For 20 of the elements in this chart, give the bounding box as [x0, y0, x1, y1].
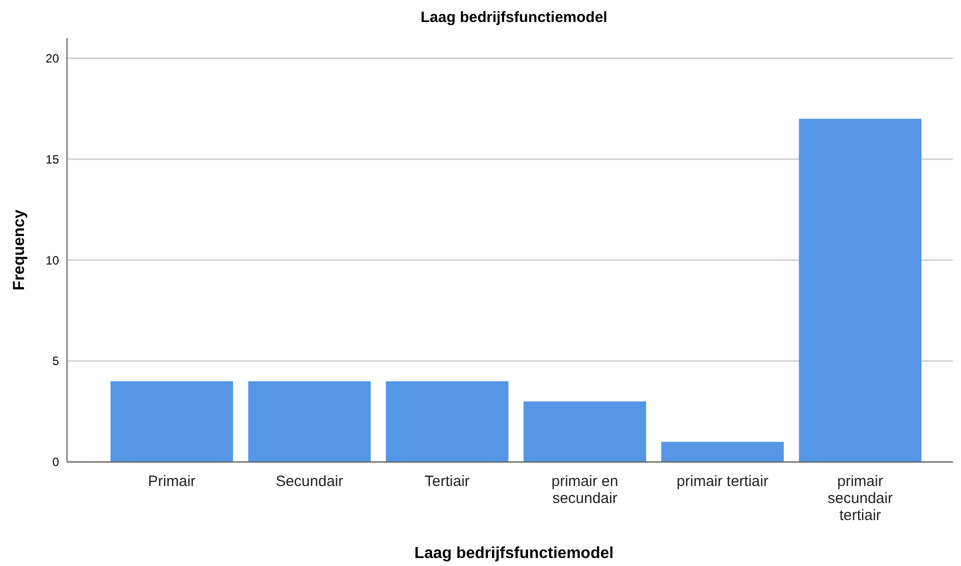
bar	[524, 401, 646, 462]
x-axis-title: Laag bedrijfsfunctiemodel	[414, 545, 614, 562]
bar	[798, 118, 922, 462]
bar	[248, 381, 371, 462]
y-tick-label: 20	[46, 51, 60, 66]
x-tick-label: primair secundair tertiair	[828, 473, 893, 524]
bar	[386, 381, 508, 462]
x-tick-label: Secundair	[276, 473, 344, 490]
bar	[661, 442, 784, 462]
chart-title: Laag bedrijfsfunctiemodel	[420, 9, 608, 26]
x-tick-label: primair tertiair	[676, 473, 768, 490]
x-tick-label: Primair	[148, 473, 196, 490]
y-tick-label: 0	[52, 455, 60, 470]
y-tick-label: 5	[52, 354, 60, 368]
x-tick-label: Tertiair	[424, 473, 470, 490]
x-tick-label: primair en secundair	[551, 473, 618, 507]
y-axis-title: Frequency	[11, 209, 28, 290]
y-tick-label: 10	[46, 253, 60, 268]
y-tick-label: 15	[46, 152, 60, 166]
bar	[110, 381, 234, 462]
